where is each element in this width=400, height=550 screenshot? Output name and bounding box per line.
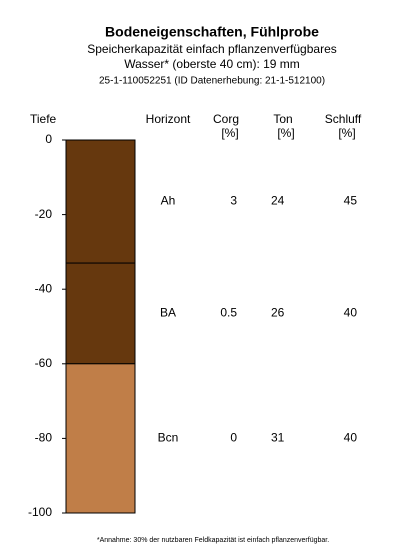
horizon-name: Ah (161, 194, 176, 208)
subtitle: Wasser* (oberste 40 cm): 19 mm (124, 57, 300, 71)
subtitle: Speicherkapazität einfach pflanzenverfüg… (87, 42, 337, 56)
column-unit: [%] (277, 126, 294, 140)
horizon-value: 3 (230, 194, 237, 208)
horizon-layer (65, 262, 136, 365)
horizon-value: 0 (230, 431, 237, 445)
horizon-value: 40 (344, 306, 358, 320)
subtitle: 25-1-110052251 (ID Datenerhebung: 21-1-5… (99, 76, 325, 87)
y-tick-label: -60 (35, 356, 53, 370)
column-header: Schluff (325, 112, 362, 126)
y-tick-label: -80 (35, 431, 53, 445)
horizon-value: 45 (344, 194, 358, 208)
y-axis-label: Tiefe (30, 112, 57, 126)
horizon-value: 26 (271, 306, 285, 320)
horizon-name: Bcn (158, 431, 179, 445)
footnote: *Annahme: 30% der nutzbaren Feldkapazitä… (97, 537, 329, 544)
column-unit: [%] (221, 126, 238, 140)
column-header: Ton (273, 112, 292, 126)
y-tick-label: -40 (35, 281, 53, 295)
y-tick-label: -20 (35, 207, 53, 221)
y-tick-label: -100 (28, 505, 52, 519)
column-header: Horizont (146, 112, 191, 126)
horizon-value: 0.5 (220, 306, 237, 320)
chart-title: Bodeneigenschaften, Fühlprobe (105, 24, 319, 40)
horizon-name: BA (160, 306, 176, 320)
horizon-layer (65, 139, 136, 264)
horizon-value: 24 (271, 194, 285, 208)
y-tick-label: 0 (45, 132, 52, 146)
horizon-value: 31 (271, 431, 285, 445)
column-unit: [%] (338, 126, 355, 140)
horizon-value: 40 (344, 431, 358, 445)
column-header: Corg (213, 112, 239, 126)
horizon-layer (65, 363, 136, 514)
